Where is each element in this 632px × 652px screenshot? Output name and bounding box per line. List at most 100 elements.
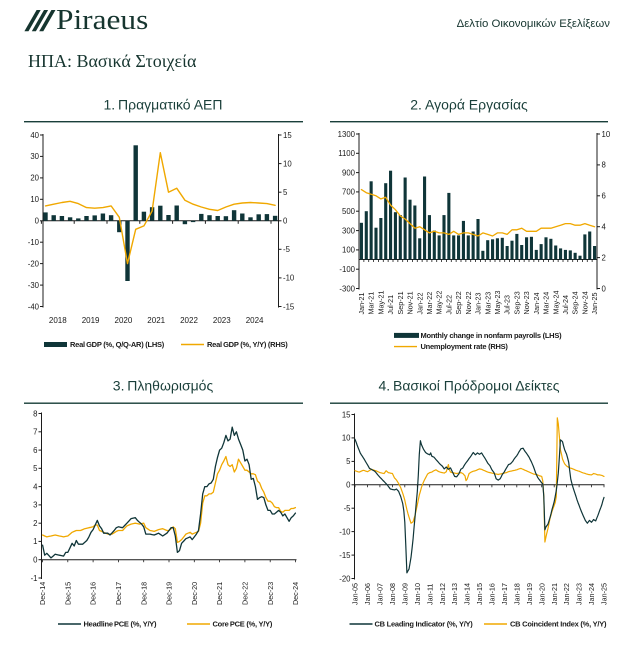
svg-text:Dec-16: Dec-16 [89, 582, 98, 605]
svg-text:Nov-24: Nov-24 [580, 291, 589, 314]
svg-text:15: 15 [342, 410, 351, 419]
svg-text:Sep-21: Sep-21 [396, 291, 405, 314]
svg-text:Dec-14: Dec-14 [38, 582, 47, 605]
svg-text:2024: 2024 [246, 316, 264, 325]
svg-text:Dec-15: Dec-15 [63, 582, 72, 605]
svg-text:Jan-23: Jan-23 [575, 583, 584, 605]
svg-text:Jan-10: Jan-10 [413, 583, 422, 605]
svg-text:3: 3 [33, 501, 37, 510]
svg-text:10: 10 [283, 159, 292, 168]
svg-text:2020: 2020 [115, 316, 133, 325]
svg-text:Dec-18: Dec-18 [139, 582, 148, 605]
svg-text:2. Αγορά Εργασίας: 2. Αγορά Εργασίας [410, 97, 528, 113]
svg-text:100: 100 [342, 246, 356, 255]
svg-text:May-21: May-21 [376, 290, 385, 314]
svg-text:4: 4 [33, 482, 38, 491]
svg-text:Jan-17: Jan-17 [500, 583, 509, 605]
svg-text:700: 700 [342, 188, 356, 197]
svg-text:Dec-22: Dec-22 [240, 582, 249, 605]
svg-text:Mar-24: Mar-24 [542, 292, 551, 315]
svg-text:Jan-21: Jan-21 [357, 293, 366, 315]
svg-text:Jan-24: Jan-24 [532, 293, 541, 315]
svg-text:6: 6 [33, 446, 37, 455]
svg-text:Headline PCE (%, Y/Y): Headline PCE (%, Y/Y) [84, 620, 158, 629]
svg-text:8: 8 [33, 409, 37, 418]
svg-text:Jan-16: Jan-16 [488, 583, 497, 605]
svg-text:Jan-06: Jan-06 [363, 583, 372, 605]
svg-text:30: 30 [30, 152, 39, 161]
svg-text:8: 8 [602, 161, 606, 170]
svg-text:900: 900 [342, 168, 356, 177]
svg-text:Unemployment rate (RHS): Unemployment rate (RHS) [421, 342, 509, 351]
svg-text:Jan-22: Jan-22 [415, 293, 424, 315]
svg-text:Mar-22: Mar-22 [425, 292, 434, 315]
svg-text:Jan-25: Jan-25 [590, 292, 599, 314]
svg-text:Jan-13: Jan-13 [450, 583, 459, 605]
svg-text:2022: 2022 [180, 316, 198, 325]
svg-text:-10: -10 [28, 238, 40, 247]
svg-text:3. Πληθωρισμός: 3. Πληθωρισμός [113, 378, 214, 394]
svg-text:Jan-25: Jan-25 [600, 583, 609, 605]
svg-text:Core PCE (%, Y/Y): Core PCE (%, Y/Y) [213, 620, 273, 629]
svg-text:Jan-07: Jan-07 [376, 583, 385, 605]
svg-text:Dec-19: Dec-19 [165, 582, 174, 605]
svg-text:-300: -300 [339, 284, 355, 293]
svg-text:Jan-12: Jan-12 [438, 583, 447, 605]
svg-text:0: 0 [35, 217, 40, 226]
svg-text:5: 5 [346, 457, 351, 466]
svg-text:Jan-14: Jan-14 [463, 583, 472, 605]
svg-text:CB Coincident Index (%, Y/Y): CB Coincident Index (%, Y/Y) [510, 620, 607, 629]
svg-text:2023: 2023 [213, 316, 231, 325]
svg-text:-20: -20 [28, 259, 40, 268]
svg-text:Dec-17: Dec-17 [114, 582, 123, 605]
svg-text:Mar-21: Mar-21 [367, 292, 376, 315]
svg-text:Jan-09: Jan-09 [400, 583, 409, 605]
svg-text:-5: -5 [283, 245, 291, 254]
svg-text:Jan-20: Jan-20 [537, 583, 546, 605]
svg-text:20: 20 [30, 174, 39, 183]
svg-text:-40: -40 [28, 302, 40, 311]
svg-text:-15: -15 [283, 302, 295, 311]
svg-text:-100: -100 [339, 265, 355, 274]
svg-text:5: 5 [33, 464, 38, 473]
svg-text:Jan-23: Jan-23 [474, 293, 483, 315]
svg-text:Dec-23: Dec-23 [266, 582, 275, 605]
svg-text:500: 500 [342, 207, 356, 216]
svg-text:0: 0 [602, 284, 607, 293]
svg-text:2: 2 [33, 519, 37, 528]
svg-text:5: 5 [283, 188, 288, 197]
svg-text:10: 10 [30, 195, 39, 204]
svg-text:Real GDP (%, Q/Q-AR) (LHS): Real GDP (%, Q/Q-AR) (LHS) [70, 340, 165, 349]
svg-text:Jan-18: Jan-18 [512, 583, 521, 605]
svg-text:Dec-21: Dec-21 [215, 582, 224, 605]
svg-text:Real GDP (%, Y/Y) (RHS): Real GDP (%, Y/Y) (RHS) [207, 340, 288, 349]
svg-text:Jul-21: Jul-21 [386, 295, 395, 315]
svg-text:6: 6 [602, 192, 606, 201]
svg-text:Dec-20: Dec-20 [190, 582, 199, 605]
svg-text:Monthly change in nonfarm payr: Monthly change in nonfarm payrolls (LHS) [421, 331, 563, 340]
svg-text:Jan-15: Jan-15 [475, 583, 484, 605]
svg-text:CB Leading Indicator (%, Y/Y): CB Leading Indicator (%, Y/Y) [375, 620, 474, 629]
svg-text:Jan-21: Jan-21 [550, 583, 559, 605]
svg-text:1300: 1300 [338, 130, 356, 139]
svg-text:0: 0 [33, 556, 38, 565]
svg-text:Jul-22: Jul-22 [444, 295, 453, 315]
svg-text:Dec-24: Dec-24 [291, 582, 300, 605]
svg-text:-5: -5 [344, 504, 352, 513]
svg-text:Nov-22: Nov-22 [464, 291, 473, 314]
svg-text:15: 15 [283, 131, 292, 140]
svg-text:-10: -10 [283, 274, 295, 283]
svg-text:4: 4 [602, 223, 607, 232]
svg-text:Jul-24: Jul-24 [561, 295, 570, 315]
svg-text:1: 1 [33, 537, 37, 546]
svg-text:-20: -20 [339, 574, 351, 583]
svg-text:May-24: May-24 [551, 291, 560, 315]
svg-text:May-22: May-22 [435, 291, 444, 315]
svg-text:Jan-22: Jan-22 [562, 583, 571, 605]
svg-text:-15: -15 [339, 551, 351, 560]
svg-text:2019: 2019 [82, 316, 100, 325]
svg-text:7: 7 [33, 428, 37, 437]
svg-text:-1: -1 [31, 574, 38, 583]
svg-text:Jan-05: Jan-05 [351, 583, 360, 605]
svg-text:10: 10 [602, 130, 611, 139]
